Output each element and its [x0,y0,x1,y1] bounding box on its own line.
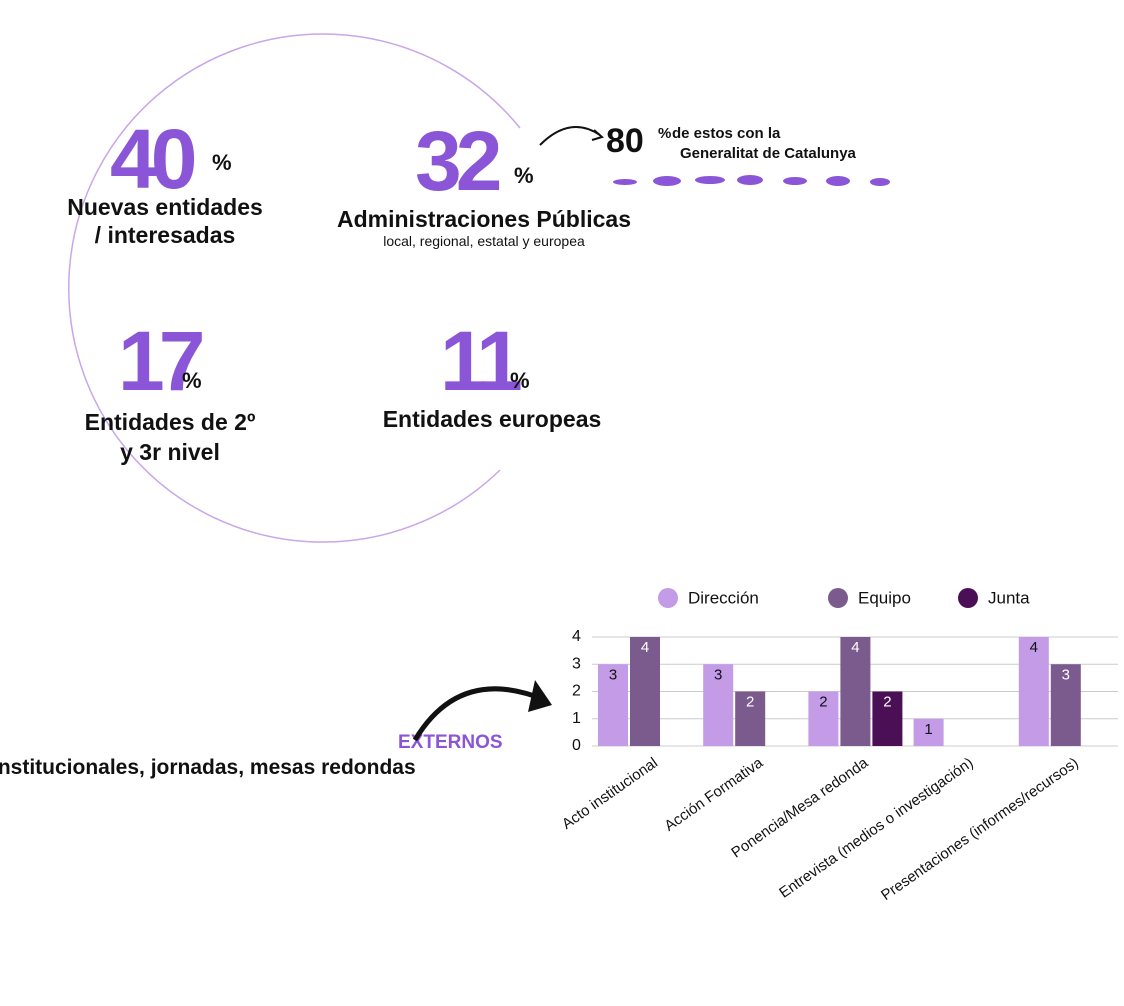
bar [598,664,628,746]
stat-label: y 3r nivel [120,439,220,465]
stat-value: 17 [118,314,203,408]
legend-marker [658,588,678,608]
x-tick-label: Acto institucional [559,754,661,832]
bar [703,664,734,746]
bar [840,637,871,746]
y-tick-label: 1 [572,710,581,727]
arrow-head [591,129,605,141]
data-label: 3 [609,666,617,683]
stat-unit: % [510,368,530,393]
x-tick-label: Acción Formativa [661,754,766,835]
stat-sublabel: local, regional, estatal y europea [383,233,585,249]
stat-value: 32 [415,114,500,208]
stat-unit: % [212,150,232,175]
data-label: 4 [851,639,859,656]
stat-value: 11 [440,314,521,408]
x-tick-label: Entrevista (medios o investigación) [776,754,976,901]
data-label: 2 [819,694,827,711]
y-tick-label: 0 [572,737,581,754]
x-tick-label: Presentaciones (informes/recursos) [878,754,1082,904]
section-title: EXTERNOS [398,732,503,753]
data-label: 2 [883,694,891,711]
stat-label: Nuevas entidades [67,194,263,220]
legend-label: Junta [988,588,1030,607]
stat-label: Administraciones Públicas [337,206,631,232]
data-label: 3 [1062,666,1070,683]
bar [1050,664,1081,746]
stat-unit: % [182,368,202,393]
arrow [412,686,546,742]
stat-unit: % [514,163,534,188]
data-label: 2 [746,694,754,711]
y-tick-label: 3 [572,655,581,672]
bar [808,691,839,746]
legend-label: Equipo [858,588,911,607]
section-subtitle: institucionales, jornadas, mesas redonda… [0,756,416,779]
legend-label: Dirección [688,588,759,607]
arrow [539,126,601,146]
bar [1018,637,1049,746]
note-value: 80 [606,122,644,160]
bar [872,691,903,746]
stat-value: 40 [110,112,195,206]
circle-arc [68,33,521,543]
stat-label: Entidades de 2º [85,409,256,435]
y-tick-label: 4 [572,628,581,645]
arrow-head [528,680,552,712]
bar [735,691,766,746]
stat-label: Entidades europeas [383,406,602,432]
decoration [613,175,890,186]
bar [630,637,660,746]
y-tick-label: 2 [572,683,581,700]
note-text: Generalitat de Catalunya [680,145,857,162]
note-unit: % [658,125,671,142]
legend-marker [828,588,848,608]
note-text: de estos con la [672,125,781,142]
legend-marker [958,588,978,608]
bar [913,718,944,746]
data-label: 1 [924,721,932,738]
stat-label: / interesadas [95,222,236,248]
data-label: 4 [1030,639,1038,656]
data-label: 4 [641,639,649,656]
data-label: 3 [714,666,722,683]
